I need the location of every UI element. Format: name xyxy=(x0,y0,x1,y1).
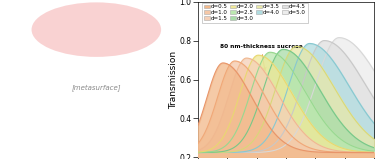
Y-axis label: Transmission: Transmission xyxy=(169,50,178,109)
Ellipse shape xyxy=(31,2,161,57)
Text: 80 nm-thickness sucrose: 80 nm-thickness sucrose xyxy=(220,44,302,71)
Text: [metasurface]: [metasurface] xyxy=(71,84,121,91)
Legend: d=0.5, d=1.0, d=1.5, d=2.0, d=2.5, d=3.0, d=3.5, d=4.0, d=4.5, d=5.0: d=0.5, d=1.0, d=1.5, d=2.0, d=2.5, d=3.0… xyxy=(203,3,308,23)
